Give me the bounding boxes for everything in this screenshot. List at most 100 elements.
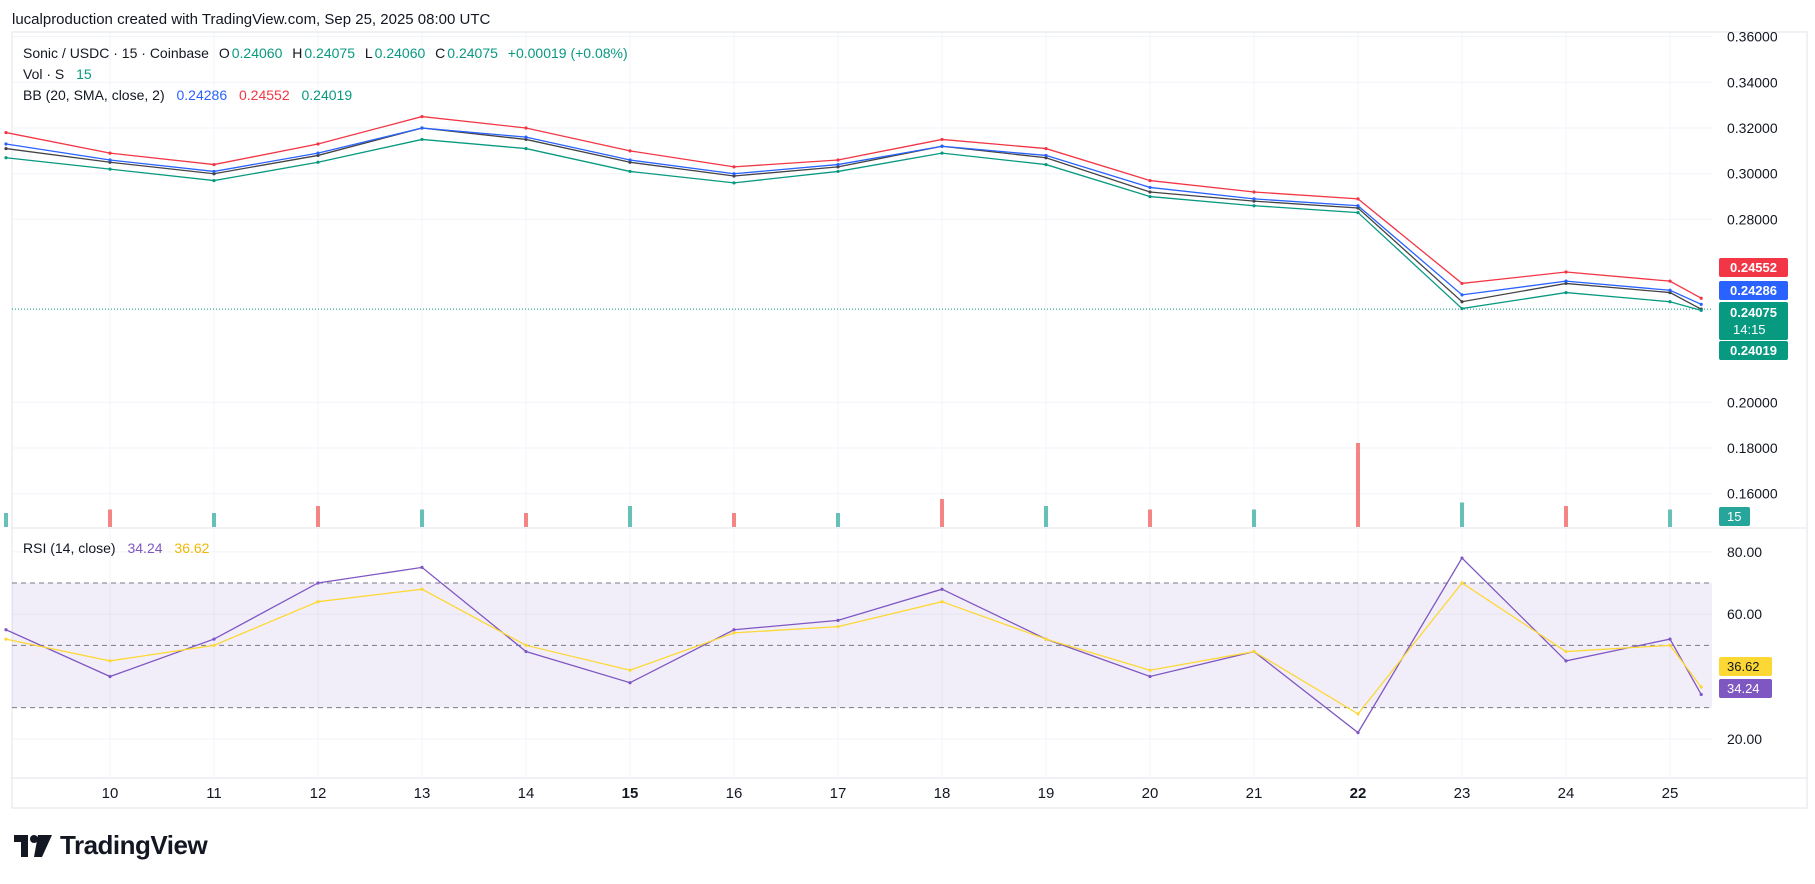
point-rsi	[628, 681, 632, 685]
rsi-tick-label: 80.00	[1727, 544, 1762, 560]
rsi-label[interactable]: RSI (14, close)	[23, 540, 116, 556]
close-label: C	[435, 45, 446, 61]
symbol-title[interactable]: Sonic / USDC · 15 · Coinbase	[23, 45, 209, 61]
time-tick-label: 24	[1558, 785, 1575, 802]
point-rsi	[420, 565, 424, 570]
open-value: 0.24060	[231, 45, 283, 61]
bb-lower-value: 0.24019	[301, 87, 353, 103]
point-bb-lower	[1564, 290, 1568, 295]
volume-bar	[732, 513, 736, 527]
price-tick-label: 0.36000	[1727, 29, 1778, 45]
point-bb-basis	[4, 142, 8, 146]
point-bb-lower	[628, 169, 632, 174]
point-bb-upper	[212, 162, 216, 167]
price-tick-label: 0.34000	[1727, 74, 1778, 90]
point-bb-lower	[1148, 194, 1152, 199]
point-rsi	[732, 628, 736, 632]
point-bb-upper	[836, 158, 840, 162]
badge-bb-upper: 0.24552	[1719, 258, 1788, 277]
time-tick-label: 22	[1350, 785, 1367, 802]
point-close	[1460, 300, 1464, 304]
point-rsi-ma	[1148, 668, 1152, 672]
badge-countdown-text: 14:15	[1733, 322, 1766, 337]
point-rsi-ma	[836, 625, 840, 629]
volume-legend: Vol · S 15	[23, 66, 94, 82]
volume-series	[4, 443, 1672, 527]
point-rsi-ma	[1356, 712, 1360, 716]
point-rsi-ma	[4, 637, 8, 641]
point-bb-upper	[524, 126, 528, 130]
badge-volume: 15	[1719, 507, 1750, 526]
point-rsi-ma	[1460, 581, 1464, 585]
tradingview-logo-text: TradingView	[60, 830, 208, 860]
bb-basis-value: 0.24286	[176, 87, 228, 103]
point-bb-basis	[1699, 302, 1703, 306]
badge-rsi-ma-text: 36.62	[1727, 659, 1760, 674]
point-bb-lower	[1699, 308, 1703, 313]
volume-label[interactable]: Vol · S	[23, 66, 65, 82]
point-rsi-ma	[940, 600, 944, 604]
price-tick-label: 0.30000	[1727, 166, 1778, 182]
point-rsi-ma	[628, 668, 632, 672]
time-tick-label: 19	[1038, 785, 1055, 802]
point-rsi	[1564, 659, 1568, 663]
high-value: 0.24075	[304, 45, 355, 61]
point-bb-upper	[1564, 270, 1568, 274]
point-close	[524, 137, 528, 142]
volume-bar	[1356, 443, 1360, 527]
grid-lines	[12, 32, 1807, 779]
time-tick-label: 25	[1662, 785, 1679, 802]
bb-label[interactable]: BB (20, SMA, close, 2)	[23, 87, 165, 103]
time-tick-label: 16	[726, 785, 743, 802]
price-tick-label: 0.20000	[1727, 394, 1778, 410]
point-bb-basis	[316, 151, 320, 155]
point-close	[1252, 199, 1256, 203]
price-axis: 0.36000 0.34000 0.32000 0.30000 0.28000 0.200…	[1727, 29, 1778, 747]
time-tick-label: 14	[518, 785, 535, 802]
price-series	[4, 114, 1703, 313]
point-close	[836, 165, 840, 169]
point-close	[1564, 281, 1568, 286]
point-bb-basis	[1252, 197, 1256, 201]
point-bb-lower	[1252, 204, 1256, 208]
point-bb-upper	[732, 165, 736, 169]
rsi-tick-label: 60.00	[1727, 606, 1762, 622]
badge-last-price: 0.24075 14:15	[1719, 302, 1788, 340]
point-bb-basis	[1044, 153, 1048, 158]
point-bb-upper	[420, 114, 424, 119]
point-rsi-ma	[420, 587, 424, 591]
time-tick-label: 20	[1142, 785, 1159, 802]
point-bb-basis	[1460, 293, 1464, 297]
badge-rsi: 34.24	[1719, 679, 1772, 698]
badge-rsi-text: 34.24	[1727, 681, 1760, 696]
rsi-tick-label: 20.00	[1727, 731, 1762, 747]
point-bb-upper	[1148, 178, 1152, 183]
point-close	[628, 160, 632, 164]
time-tick-label: 18	[934, 785, 951, 802]
rsi-legend: RSI (14, close) 34.24 36.62	[23, 540, 211, 556]
series-bb-upper	[5, 115, 1702, 299]
point-rsi	[940, 587, 944, 591]
point-bb-lower	[732, 181, 736, 185]
point-bb-basis	[836, 162, 840, 167]
series-bb-basis	[5, 127, 1702, 305]
point-bb-lower	[524, 146, 528, 151]
point-bb-lower	[108, 167, 112, 171]
point-bb-upper	[316, 142, 320, 146]
point-bb-basis	[1668, 288, 1672, 292]
point-rsi	[1699, 692, 1703, 697]
rsi-series	[4, 556, 1703, 735]
point-bb-upper	[4, 130, 8, 135]
point-rsi	[1668, 637, 1672, 641]
tradingview-logo[interactable]: TradingView	[14, 830, 208, 861]
series-bb-lower	[5, 138, 1702, 312]
point-bb-lower	[836, 169, 840, 174]
volume-bar	[212, 513, 216, 527]
price-tick-label: 0.16000	[1727, 486, 1778, 502]
point-rsi-ma	[316, 600, 320, 604]
point-bb-basis	[628, 158, 632, 162]
point-rsi-ma	[108, 659, 112, 663]
badge-rsi-ma: 36.62	[1719, 657, 1772, 676]
